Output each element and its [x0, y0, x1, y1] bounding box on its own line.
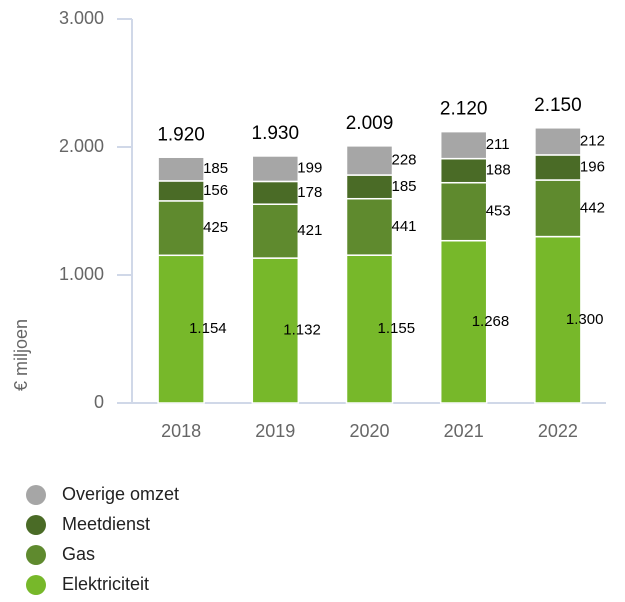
- value-label: 199: [297, 160, 322, 177]
- bar-segment: [345, 145, 394, 176]
- value-label: 228: [392, 151, 417, 168]
- legend-swatch: [26, 575, 46, 595]
- bar-segment: [157, 254, 205, 404]
- total-label: 2.120: [440, 99, 488, 120]
- value-label: 421: [297, 222, 322, 239]
- x-tick-label: 2021: [444, 421, 484, 441]
- value-label: 212: [580, 132, 605, 149]
- bar-segment: [157, 200, 205, 257]
- bar-segment: [251, 180, 300, 205]
- value-label: 1.154: [189, 320, 227, 337]
- value-label: 188: [486, 162, 511, 179]
- bar-segment: [439, 130, 488, 160]
- value-label: 196: [580, 158, 605, 175]
- bar-segment: [534, 154, 582, 181]
- value-label: 185: [392, 178, 417, 195]
- x-tick-label: 2018: [161, 421, 201, 441]
- bar-segment: [534, 179, 582, 238]
- bar-segment: [534, 235, 582, 404]
- total-label: 2.150: [534, 95, 582, 116]
- value-label: 156: [203, 182, 228, 199]
- value-label: 1.268: [472, 313, 510, 330]
- bar-segment: [345, 254, 394, 404]
- value-label: 178: [297, 184, 322, 201]
- bar-segment: [534, 127, 582, 156]
- bar-segment: [345, 174, 394, 200]
- bar-segment: [439, 181, 488, 242]
- value-label: 453: [486, 203, 511, 220]
- value-label: 442: [580, 199, 605, 216]
- legend-swatch: [26, 515, 46, 535]
- x-tick-label: 2019: [255, 421, 295, 441]
- y-tick-label: 1.000: [59, 264, 104, 284]
- legend-label: Elektriciteit: [62, 574, 149, 594]
- x-tick-label: 2022: [538, 421, 578, 441]
- legend-swatch: [26, 485, 46, 505]
- bar-segment: [157, 180, 205, 202]
- total-label: 1.930: [252, 123, 300, 144]
- y-tick-label: 3.000: [59, 8, 104, 28]
- bar-segment: [439, 157, 488, 184]
- bar-segment: [251, 203, 300, 259]
- value-label: 1.155: [378, 320, 416, 337]
- value-label: 1.300: [566, 311, 604, 328]
- value-label: 185: [203, 160, 228, 177]
- total-label: 2.009: [346, 113, 394, 134]
- bar-segment: [251, 155, 300, 183]
- value-label: 425: [203, 219, 228, 236]
- y-tick-label: 0: [94, 392, 104, 412]
- y-axis-label: € miljoen: [11, 319, 31, 391]
- bar-segment: [345, 197, 394, 256]
- value-label: 441: [392, 218, 417, 235]
- value-label: 211: [486, 136, 510, 153]
- legend-label: Meetdienst: [62, 514, 150, 534]
- legend-label: Overige omzet: [62, 484, 179, 504]
- total-label: 1.920: [157, 124, 205, 145]
- x-tick-label: 2020: [349, 421, 389, 441]
- y-tick-label: 2.000: [59, 136, 104, 156]
- legend-label: Gas: [62, 544, 95, 564]
- bar-segment: [251, 257, 300, 404]
- value-label: 1.132: [283, 322, 321, 339]
- legend-swatch: [26, 545, 46, 565]
- bar-segment: [157, 156, 205, 182]
